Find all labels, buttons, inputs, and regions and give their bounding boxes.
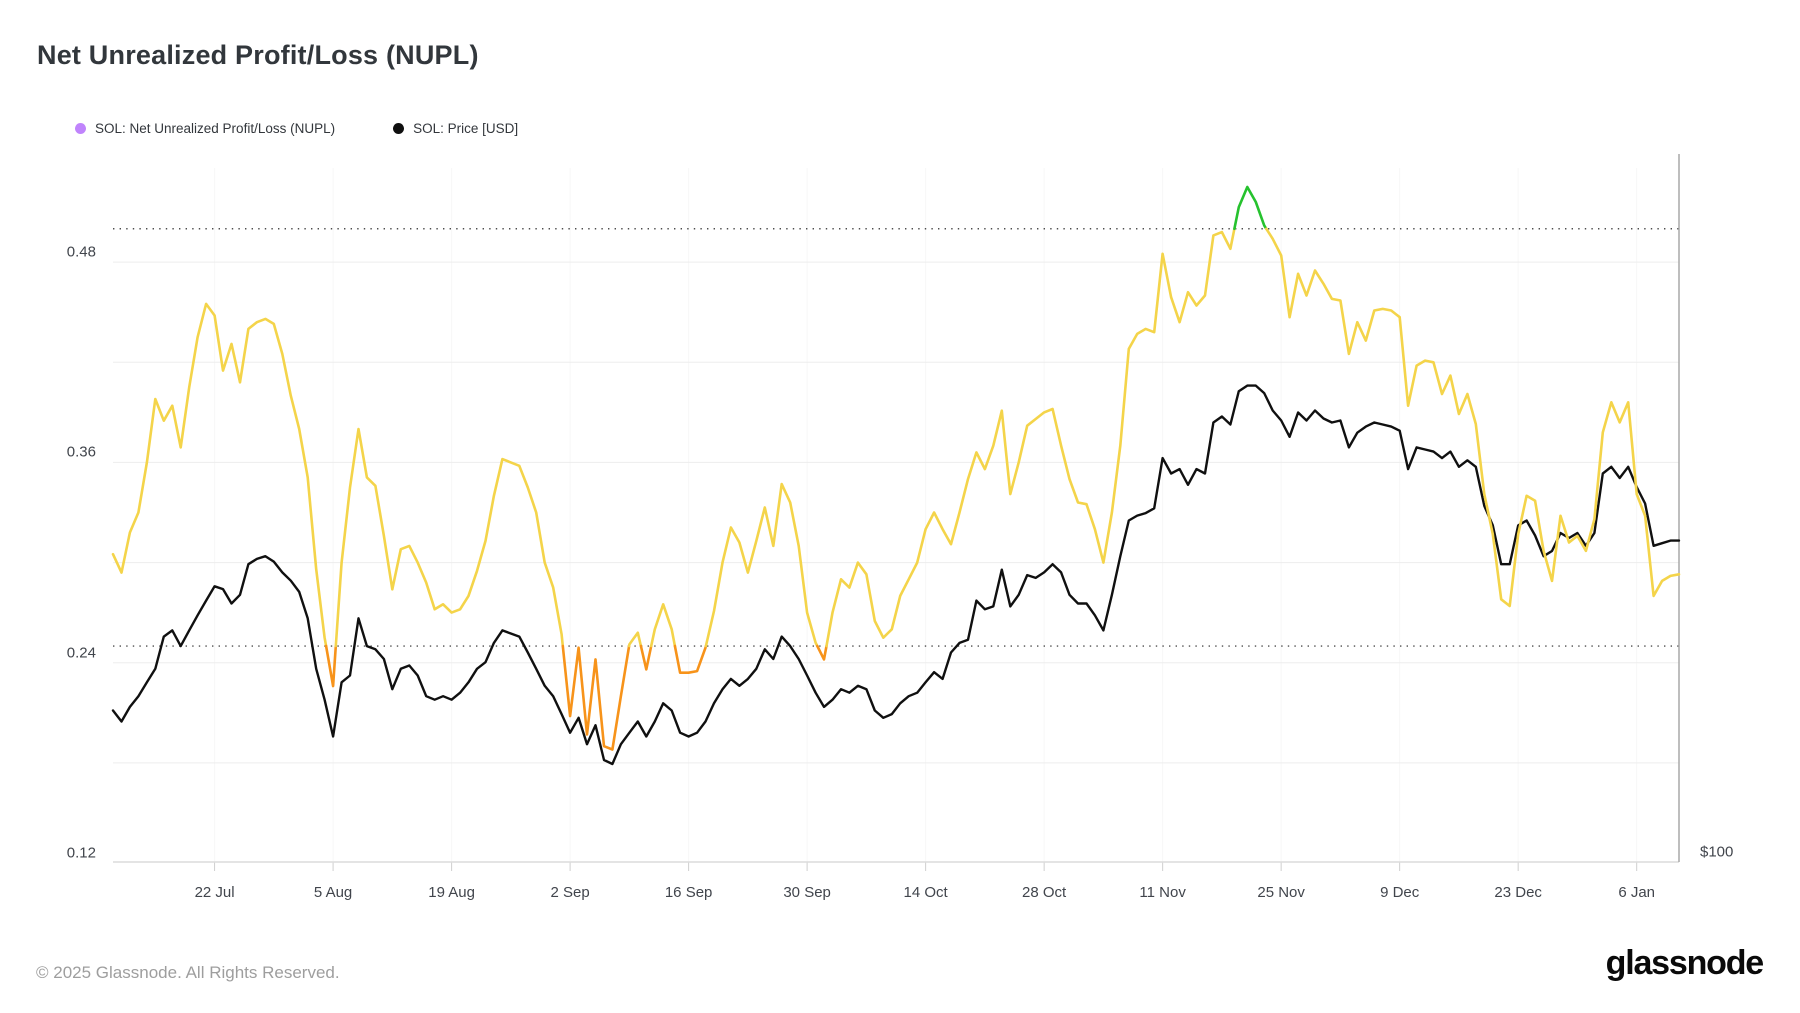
legend-label-nupl: SOL: Net Unrealized Profit/Loss (NUPL) (95, 121, 336, 136)
x-axis-label: 11 Nov (1139, 884, 1186, 901)
x-axis-label: 23 Dec (1494, 884, 1542, 901)
legend-label-price: SOL: Price [USD] (413, 121, 519, 136)
nupl-line-segment (673, 644, 708, 674)
legend-dot-nupl-icon (75, 123, 86, 134)
x-axis-label: 19 Aug (428, 884, 475, 901)
x-axis-label: 28 Oct (1022, 884, 1067, 901)
y-axis-label: 0.36 (66, 443, 96, 461)
legend-dot-price-icon (393, 123, 405, 134)
legend-item-price[interactable]: SOL: Price [USD] (393, 121, 518, 136)
x-axis-label: 2 Sep (550, 884, 590, 901)
legend-item-nupl[interactable]: SOL: Net Unrealized Profit/Loss (NUPL) (75, 121, 335, 136)
y-axis-label: 0.24 (66, 644, 96, 662)
x-axis-label: 6 Jan (1618, 884, 1656, 901)
x-axis-label: 14 Oct (903, 884, 948, 901)
nupl-line-segment (1233, 185, 1268, 231)
nupl-line-segment (1265, 227, 1681, 608)
x-axis-label: 22 Jul (194, 884, 235, 901)
y-axis-label: 0.12 (66, 844, 96, 862)
nupl-line-segment (334, 427, 565, 648)
x-axis-label: 16 Sep (664, 884, 713, 901)
footer-copyright: © 2025 Glassnode. All Rights Reserved. (36, 963, 340, 982)
glassnode-logo: glassnode (1605, 944, 1765, 982)
nupl-line-segment (816, 644, 828, 661)
nupl-line-segment (639, 644, 653, 671)
nupl-line-segment (324, 644, 338, 688)
y-axis-right-label: $100 (1700, 843, 1734, 861)
nupl-line-segment (649, 603, 677, 648)
price-line (111, 384, 1681, 766)
x-axis-label: 5 Aug (313, 884, 353, 901)
x-axis-label: 25 Nov (1257, 884, 1305, 901)
nupl-line-segment (111, 302, 328, 648)
x-axis-label: 30 Sep (783, 884, 831, 901)
nupl-line-segment (627, 631, 643, 648)
nupl-line-segment (561, 644, 631, 751)
page-title: Net Unrealized Profit/Loss (NUPL) (37, 40, 479, 70)
chart-legend: SOL: Net Unrealized Profit/Loss (NUPL) S… (75, 121, 518, 136)
nupl-line-segment (825, 227, 1236, 648)
x-axis-label: 9 Dec (1380, 884, 1420, 901)
y-axis-label: 0.48 (66, 243, 96, 261)
nupl-line-segment (704, 482, 819, 648)
